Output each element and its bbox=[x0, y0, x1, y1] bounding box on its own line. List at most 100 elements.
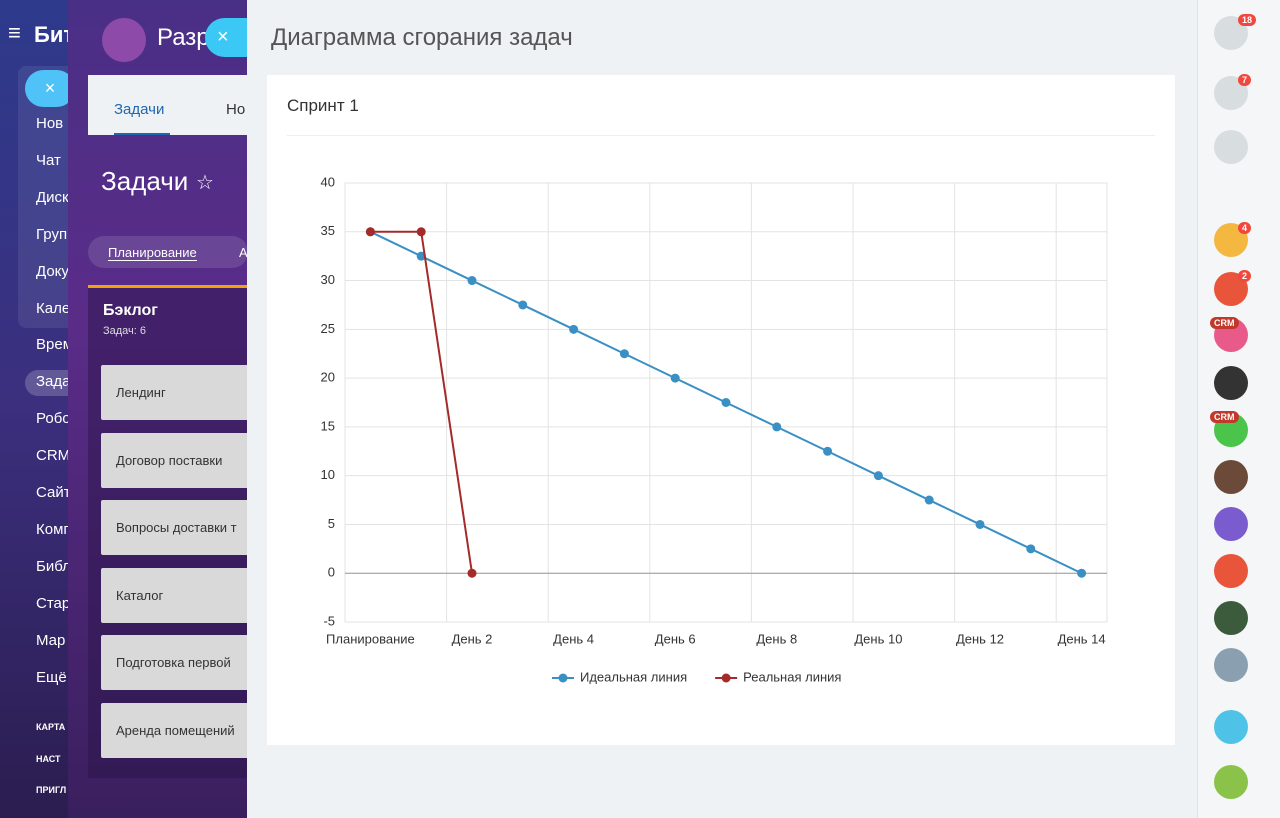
x-tick-label: День 12 bbox=[956, 631, 1004, 646]
x-tick-label: День 2 bbox=[452, 631, 493, 646]
point bbox=[569, 324, 579, 334]
icon[interactable] bbox=[1214, 175, 1248, 209]
menu-item[interactable]: Комп bbox=[36, 520, 72, 538]
menu-icon[interactable]: ≡ bbox=[8, 20, 21, 45]
menu-item[interactable]: Врем bbox=[36, 336, 74, 354]
badge: CRM bbox=[1210, 317, 1239, 329]
point bbox=[670, 373, 680, 383]
footer-item[interactable]: ПРИГЛ bbox=[36, 785, 67, 795]
y-tick-label: 0 bbox=[328, 565, 335, 580]
point bbox=[467, 568, 477, 578]
heading: Задачи bbox=[101, 166, 189, 196]
logo: Бит bbox=[34, 22, 75, 47]
point bbox=[772, 422, 782, 432]
point bbox=[873, 471, 883, 481]
tab[interactable]: Задачи bbox=[114, 101, 165, 118]
icon[interactable] bbox=[1214, 601, 1248, 635]
task-card[interactable]: Аренда помещений bbox=[101, 703, 247, 758]
point bbox=[365, 227, 375, 237]
icon[interactable] bbox=[1214, 765, 1248, 799]
menu-item[interactable]: Кале bbox=[36, 299, 71, 317]
task-card[interactable]: Вопросы доставки т bbox=[101, 500, 247, 556]
menu-item[interactable]: Библ bbox=[36, 557, 71, 575]
backlog-count: Задач: 6 bbox=[103, 325, 147, 337]
y-tick-label: 15 bbox=[321, 418, 335, 433]
icon[interactable] bbox=[1214, 366, 1248, 400]
point bbox=[518, 300, 528, 310]
point bbox=[1077, 568, 1087, 578]
task-card[interactable]: Лендинг bbox=[101, 365, 247, 420]
menu-item[interactable]: Сайт bbox=[36, 484, 71, 501]
menu-item[interactable]: Груп bbox=[36, 225, 68, 243]
task-card[interactable]: Договор поставки bbox=[101, 432, 247, 488]
icon[interactable] bbox=[1214, 507, 1248, 541]
badge: 18 bbox=[1238, 14, 1257, 26]
tab-underline bbox=[114, 133, 170, 135]
badge: CRM bbox=[1210, 411, 1239, 423]
y-tick-label: 25 bbox=[321, 321, 335, 336]
x-tick-label: День 6 bbox=[655, 631, 696, 646]
task-card[interactable]: Каталог bbox=[101, 567, 247, 623]
icon[interactable] bbox=[1214, 710, 1248, 744]
legend-marker bbox=[558, 673, 568, 683]
point bbox=[823, 446, 833, 456]
menu-item[interactable]: Робо bbox=[36, 410, 71, 428]
close-button[interactable]: × bbox=[25, 70, 75, 107]
icon[interactable] bbox=[1214, 130, 1248, 164]
menu-item[interactable]: Мар bbox=[36, 631, 66, 649]
panel-icon bbox=[102, 18, 146, 62]
icon[interactable] bbox=[1214, 554, 1248, 588]
chart: -5 0 5 10 15 20 25 30 35 40 Планирование День 2 День… bbox=[321, 174, 1108, 684]
y-tick-label: 5 bbox=[328, 516, 335, 531]
x-tick-label: День 4 bbox=[553, 631, 594, 646]
point bbox=[975, 519, 985, 529]
menu-item[interactable]: Диск bbox=[36, 188, 69, 206]
y-tick-label: 20 bbox=[321, 370, 335, 385]
filter-bar bbox=[88, 236, 247, 268]
x-tick-label: Планирование bbox=[326, 631, 415, 646]
panel-title: Разр bbox=[157, 24, 210, 51]
x-tick-label: День 8 bbox=[756, 631, 797, 646]
y-tick-label: 40 bbox=[321, 174, 335, 189]
filter[interactable]: А bbox=[239, 245, 247, 260]
point bbox=[416, 227, 426, 237]
point bbox=[619, 349, 629, 359]
backlog-title: Бэклог bbox=[103, 302, 158, 319]
star[interactable]: ☆ bbox=[196, 172, 214, 194]
icon[interactable] bbox=[1214, 460, 1248, 494]
legend-label: Реальная линия bbox=[743, 669, 841, 684]
slider-title: Диаграмма сгорания задач bbox=[271, 24, 573, 51]
legend-label: Идеальная линия bbox=[580, 669, 687, 684]
badge: 4 bbox=[1238, 222, 1252, 234]
menu-item[interactable]: Чат bbox=[36, 151, 61, 169]
y-tick-label: 30 bbox=[321, 272, 335, 287]
icon[interactable] bbox=[1214, 648, 1248, 682]
badge: 2 bbox=[1238, 270, 1252, 282]
point bbox=[721, 398, 731, 407]
right-bar: 18 7 4 2 CRM CRM bbox=[1197, 0, 1280, 818]
tabs bbox=[88, 75, 247, 135]
tab[interactable]: Но bbox=[226, 101, 246, 118]
slider: Диаграмма сгорания задач Спринт 1 -5 0 5 10… bbox=[247, 0, 1197, 818]
divider bbox=[287, 135, 1155, 136]
chart-card: Спринт 1 -5 0 5 10 15 20 25 30 35 40 Планирование Д… bbox=[267, 75, 1175, 745]
badge: 7 bbox=[1238, 74, 1252, 86]
y-tick-label: -5 bbox=[323, 613, 335, 628]
menu-item[interactable]: Зада bbox=[36, 373, 71, 391]
point bbox=[416, 251, 426, 261]
footer-item[interactable]: КАРТА bbox=[36, 722, 66, 732]
menu-item[interactable]: Нов bbox=[36, 115, 64, 132]
menu-item[interactable]: CRM bbox=[36, 447, 71, 465]
point bbox=[924, 495, 934, 505]
menu-item[interactable]: Ещё bbox=[36, 668, 67, 686]
point bbox=[1026, 544, 1036, 554]
filter[interactable]: Планирование bbox=[108, 245, 197, 261]
menu-item[interactable]: Стар bbox=[36, 594, 71, 612]
series-line bbox=[370, 230, 473, 574]
footer-item[interactable]: НАСТ bbox=[36, 753, 61, 764]
task-card[interactable]: Подготовка первой bbox=[101, 635, 247, 691]
card-title: Спринт 1 bbox=[287, 96, 359, 115]
tasks-panel: Разр Задачи Но Задачи ☆ Планирование А Б… bbox=[68, 0, 247, 818]
menu-item[interactable]: Доку bbox=[36, 262, 69, 280]
